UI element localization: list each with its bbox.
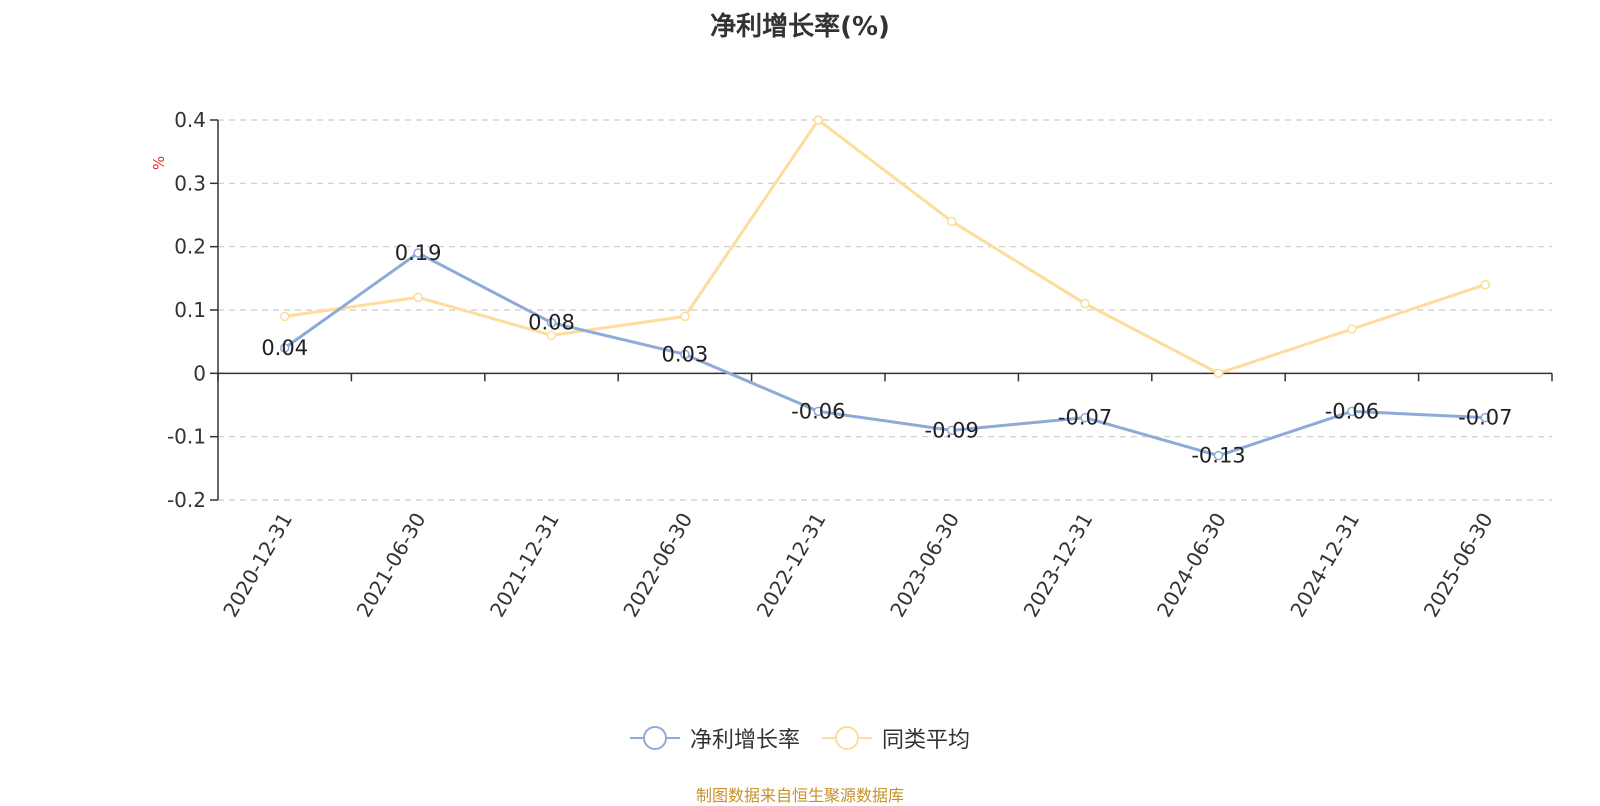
series-point (1480, 412, 1491, 423)
y-tick-label: -0.1 (167, 425, 206, 449)
data-label: -0.06 (1325, 399, 1379, 423)
legend-item-peer-average[interactable]: 同类平均 (822, 722, 970, 754)
x-tick-label: 2024-06-30 (1152, 509, 1231, 622)
x-tick-label: 2022-12-31 (752, 509, 831, 622)
series-point (946, 425, 957, 436)
series-point (1213, 450, 1224, 461)
grid-lines (218, 119, 1552, 501)
x-tick-label: 2025-06-30 (1419, 509, 1498, 622)
data-label: -0.07 (1058, 406, 1112, 430)
data-label: 0.04 (261, 336, 308, 360)
series-line (283, 251, 1486, 458)
series-point (279, 311, 290, 322)
x-tick-label: 2021-06-30 (352, 509, 431, 622)
x-tick-label: 2023-06-30 (885, 509, 964, 622)
y-tick-label: -0.2 (167, 488, 206, 512)
data-label: 0.08 (528, 311, 575, 335)
series-line (284, 118, 1486, 375)
series-point (680, 311, 690, 322)
series-point (813, 115, 824, 125)
data-label: -0.07 (1458, 406, 1512, 430)
series-point (813, 406, 824, 417)
x-tick-label: 2020-12-31 (218, 509, 297, 622)
y-tick-label: 0.2 (174, 235, 206, 259)
legend-label: 同类平均 (882, 728, 971, 753)
x-tick-label: 2023-12-31 (1019, 509, 1098, 622)
series-point (413, 292, 423, 303)
series-point (946, 216, 957, 227)
data-label: -0.09 (925, 418, 979, 442)
series-point (1347, 324, 1357, 334)
series-point (546, 330, 557, 341)
y-tick-label: 0 (193, 361, 206, 385)
x-tick-label: 2021-12-31 (485, 509, 564, 622)
data-label: 0.03 (662, 342, 709, 366)
legend-label: 净利增长率 (689, 728, 800, 753)
legend-line-circle-icon (629, 726, 680, 750)
legend-line-circle-icon (822, 726, 872, 750)
chart-title: 净利增长率(%) (710, 12, 890, 42)
series-point (413, 248, 423, 258)
data-labels: 0.04 0.19 0.08 0.03 -0.06 -0.09 -0.07 -0.13 -0.0… (261, 241, 1512, 468)
series-point (1213, 368, 1224, 379)
series-point (1080, 298, 1090, 309)
source-note: 制图数据来自恒生聚源数据库 (695, 786, 904, 805)
series-point (546, 317, 557, 328)
series-point (1347, 406, 1357, 417)
data-label: 0.19 (395, 241, 442, 265)
legend-item-net-profit-growth[interactable]: 净利增长率 (629, 722, 800, 754)
series-point (1480, 279, 1491, 290)
data-label: -0.13 (1191, 444, 1245, 468)
y-tick-label: 0.3 (174, 171, 206, 195)
axes: -0.2 -0.1 0 0.1 0.2 0.3 0.4% 2020-12-31 2021-06-… (150, 108, 1553, 622)
series-point (1080, 412, 1090, 423)
series-point (680, 349, 690, 360)
x-tick-label: 2022-06-30 (618, 509, 697, 622)
legend: 净利增长率 同类平均 (0, 722, 1600, 754)
series-lines (279, 115, 1491, 461)
series-point (279, 343, 290, 353)
y-axis-label: % (150, 156, 168, 170)
y-tick-label: 0.1 (174, 298, 206, 322)
data-label: -0.06 (791, 399, 845, 423)
x-tick-label: 2024-12-31 (1285, 509, 1364, 622)
y-tick-label: 0.4 (174, 108, 206, 132)
